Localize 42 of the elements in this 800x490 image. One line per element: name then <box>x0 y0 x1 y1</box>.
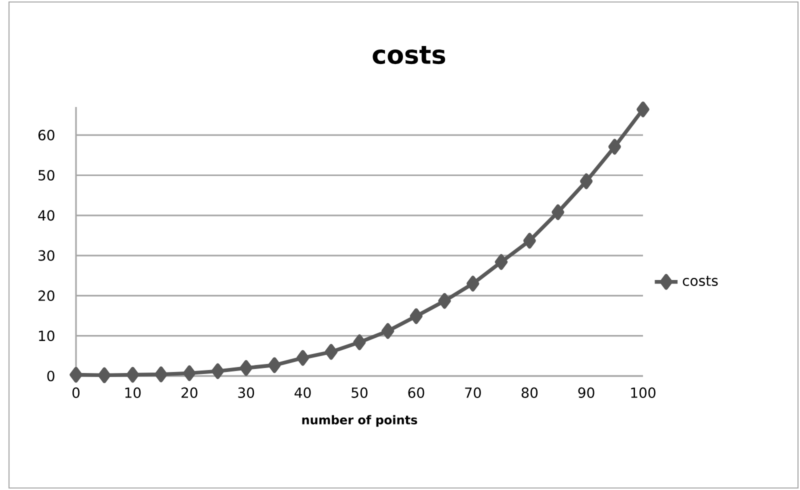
point <box>324 344 338 360</box>
point <box>240 360 252 376</box>
point <box>126 366 140 383</box>
x-tick-label: 20 <box>182 387 198 398</box>
y-tick-label: 40 <box>38 210 54 221</box>
y-tick-label: 50 <box>38 170 54 181</box>
point <box>580 173 593 190</box>
point <box>98 367 111 384</box>
x-tick-label: 50 <box>352 387 368 398</box>
x-axis-title: number of points <box>302 415 418 427</box>
x-tick-label: 10 <box>125 387 141 398</box>
chart-title: costs <box>372 46 446 64</box>
y-tick-label: 0 <box>47 370 54 382</box>
point <box>438 293 451 309</box>
point <box>70 366 82 383</box>
point <box>410 308 423 324</box>
point <box>154 366 168 382</box>
x-tick-label: 0 <box>72 387 80 398</box>
point <box>523 232 536 249</box>
point <box>353 334 366 350</box>
point <box>552 204 564 220</box>
x-tick-label: 60 <box>408 387 424 398</box>
point <box>183 365 196 382</box>
x-tick-label: 40 <box>294 387 311 398</box>
point <box>494 254 508 270</box>
point <box>296 350 310 366</box>
legend-label: costs <box>682 276 718 286</box>
point <box>381 323 394 339</box>
point <box>268 357 281 374</box>
y-tick-label: 10 <box>39 330 54 342</box>
point <box>211 363 224 380</box>
x-tick-label: 80 <box>522 387 538 398</box>
x-tick-label: 70 <box>465 387 481 398</box>
point <box>636 102 650 118</box>
x-tick-label: 100 <box>631 387 656 398</box>
y-tick-label: 60 <box>38 130 54 140</box>
point <box>608 138 622 155</box>
y-tick-label: 30 <box>38 250 54 261</box>
point <box>466 276 480 292</box>
x-tick-label: 90 <box>578 387 594 398</box>
y-tick-label: 20 <box>38 290 54 301</box>
x-tick-label: 30 <box>238 387 254 398</box>
